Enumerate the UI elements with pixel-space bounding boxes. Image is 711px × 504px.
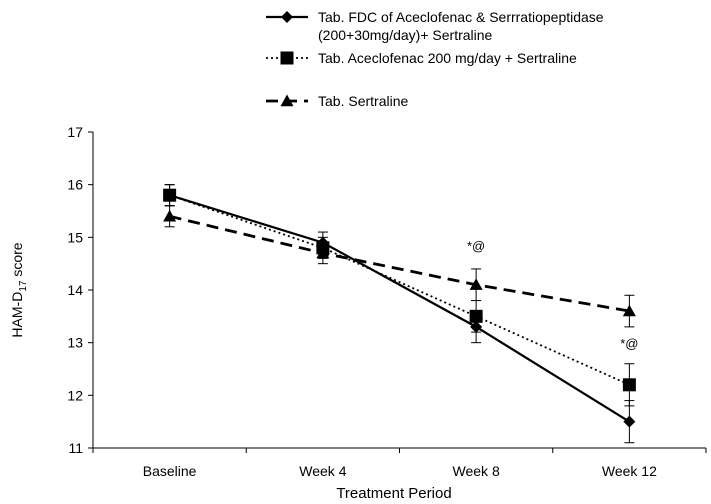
legend-marker-square: [280, 51, 294, 65]
data-point-triangle: [469, 278, 483, 290]
legend-label: Tab. Sertraline: [318, 93, 408, 109]
legend-entry: Tab. Sertraline: [266, 93, 408, 109]
series-diamond: [163, 184, 636, 444]
significance-annotation: *@: [620, 336, 638, 351]
series-square: [163, 184, 636, 407]
y-tick-label: 12: [67, 387, 83, 403]
data-point-triangle: [316, 246, 330, 259]
data-point-square: [469, 309, 483, 323]
x-tick-label: Week 4: [299, 463, 346, 479]
y-tick-label: 15: [67, 229, 83, 245]
series-line: [169, 194, 630, 386]
axes: 11 12 13 14 15 16 17 Baseline Week 4 Week 8 Week 1…: [67, 124, 707, 479]
legend-label: (200+30mg/day)+ Sertraline: [318, 27, 493, 43]
x-tick-label: Baseline: [143, 463, 197, 479]
series-line: [169, 214, 630, 313]
legend-entry: Tab. FDC of Aceclofenac & Serrratiopepti…: [266, 9, 604, 43]
y-tick-label: 17: [67, 124, 83, 140]
series-layer: *@ *@: [163, 184, 639, 444]
axis-labels: Treatment Period HAM-D17 score: [9, 242, 452, 502]
data-point-triangle: [163, 209, 177, 222]
series-triangle: [163, 205, 636, 328]
y-tick-label: 16: [67, 177, 83, 193]
legend-label: Tab. FDC of Aceclofenac & Serrratiopepti…: [318, 9, 604, 25]
y-axis-title-subscript: 17: [18, 280, 29, 292]
significance-annotation: *@: [467, 239, 485, 254]
data-point-square: [622, 378, 636, 392]
legend: Tab. FDC of Aceclofenac & Serrratiopepti…: [266, 9, 604, 109]
x-tick-label: Week 12: [602, 463, 657, 479]
y-axis-title-suffix: score: [9, 242, 25, 280]
legend-label: Tab. Aceclofenac 200 mg/day + Sertraline: [318, 50, 577, 66]
data-point-diamond: [623, 415, 636, 428]
y-tick-label: 13: [67, 335, 83, 351]
y-tick-label: 11: [68, 440, 83, 456]
data-point-triangle: [622, 304, 636, 317]
legend-entry: Tab. Aceclofenac 200 mg/day + Sertraline: [266, 50, 577, 66]
y-tick-label: 14: [67, 282, 83, 298]
legend-marker-triangle: [280, 94, 294, 107]
y-axis-title-main: HAM-D: [9, 292, 25, 338]
series-line: [169, 194, 630, 423]
y-axis-title: HAM-D17 score: [9, 242, 29, 337]
legend-marker-diamond: [281, 11, 293, 23]
x-tick-label: Week 8: [453, 463, 500, 479]
x-axis-title: Treatment Period: [336, 485, 451, 502]
data-point-square: [163, 188, 177, 202]
